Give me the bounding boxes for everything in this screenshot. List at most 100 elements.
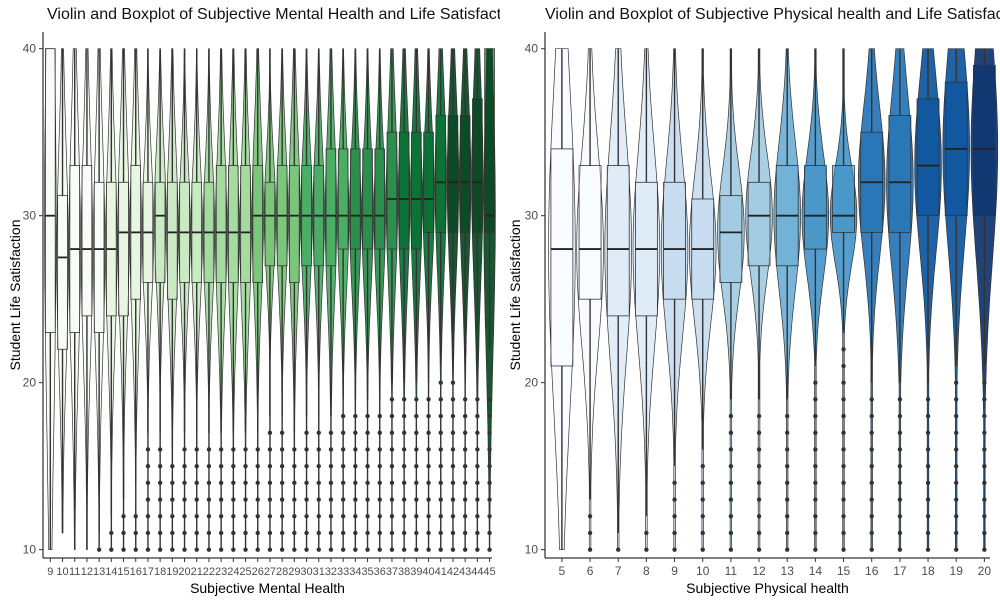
outlier-point — [462, 413, 468, 419]
outlier-point — [462, 497, 468, 502]
x-tick-label: 28 — [276, 566, 288, 578]
outlier-point — [587, 530, 593, 536]
y-tick-label: 40 — [525, 42, 539, 56]
outlier-point — [182, 514, 187, 519]
physical-health-chart: 10 20 30 40 5 6 7 8 9 10 11 12 13 14 15 16 17 18 19 20 Subje… — [507, 32, 999, 596]
outlier-point — [157, 547, 163, 552]
outlier-point — [616, 547, 621, 552]
x-tick-label: 41 — [435, 566, 447, 578]
outlier-point — [954, 514, 959, 519]
outlier-point — [231, 547, 236, 552]
outlier-point — [170, 514, 175, 519]
outlier-point — [438, 497, 443, 502]
y-tick-label: 10 — [525, 543, 539, 557]
outlier-point — [897, 547, 903, 552]
outlier-point — [841, 514, 846, 519]
outlier-point — [982, 413, 987, 419]
box — [578, 165, 602, 300]
outlier-point — [925, 514, 931, 519]
box — [411, 131, 422, 250]
outlier-point — [462, 397, 468, 402]
outlier-point — [377, 530, 382, 536]
outlier-point — [255, 480, 260, 486]
box — [362, 148, 373, 250]
outlier-point — [487, 447, 492, 452]
outlier-point — [438, 463, 443, 469]
y-tick-label: 40 — [23, 42, 37, 56]
outlier-point — [700, 547, 705, 552]
outlier-point — [587, 514, 593, 519]
outlier-point — [316, 497, 321, 502]
outlier-point — [756, 463, 762, 469]
outlier-point — [218, 497, 224, 502]
outlier-point — [785, 413, 790, 419]
box — [264, 181, 276, 267]
outlier-point — [897, 530, 903, 536]
box — [888, 115, 912, 233]
outlier-point — [925, 447, 931, 452]
outlier-point — [672, 497, 677, 502]
outlier-point — [157, 463, 163, 469]
outlier-point — [414, 463, 419, 469]
outlier-point — [925, 497, 931, 502]
outlier-point — [145, 463, 151, 469]
outlier-point — [182, 497, 187, 502]
outlier-point — [328, 447, 334, 452]
outlier-point — [728, 463, 734, 469]
outlier-point — [426, 514, 431, 519]
x-tick-label: 31 — [313, 566, 325, 578]
x-tick-label: 18 — [921, 564, 935, 578]
x-tick-label: 24 — [227, 566, 239, 578]
outlier-point — [475, 530, 480, 536]
outlier-point — [475, 447, 480, 452]
outlier-point — [206, 530, 212, 536]
x-tick-label: 5 — [559, 564, 566, 578]
outlier-point — [426, 530, 431, 536]
outlier-point — [218, 463, 224, 469]
outlier-point — [700, 480, 705, 486]
outlier-point — [785, 480, 790, 486]
outlier-point — [304, 530, 309, 536]
outlier-point — [353, 547, 358, 552]
x-tick-label: 25 — [239, 566, 251, 578]
outlier-point — [475, 413, 480, 419]
outlier-point — [316, 530, 321, 536]
outlier-point — [982, 430, 987, 435]
box — [550, 148, 574, 367]
outlier-point — [267, 463, 273, 469]
outlier-point — [194, 463, 199, 469]
x-tick-label: 15 — [837, 564, 851, 578]
outlier-point — [279, 447, 285, 452]
box — [472, 98, 483, 233]
outlier-point — [438, 447, 443, 452]
outlier-point — [389, 547, 395, 552]
x-tick-label: 10 — [56, 566, 68, 578]
outlier-point — [170, 463, 175, 469]
outlier-point — [401, 480, 407, 486]
outlier-point — [353, 430, 358, 435]
outlier-point — [401, 514, 407, 519]
outlier-point — [414, 397, 419, 402]
outlier-point — [170, 480, 175, 486]
outlier-point — [487, 430, 492, 435]
outlier-point — [157, 447, 163, 452]
outlier-point — [377, 447, 382, 452]
outlier-point — [813, 480, 818, 486]
outlier-point — [869, 430, 874, 435]
outlier-point — [365, 514, 370, 519]
outlier-point — [450, 397, 456, 402]
x-tick-label: 16 — [865, 564, 879, 578]
y-tick-label: 10 — [23, 543, 37, 557]
outlier-point — [462, 530, 468, 536]
outlier-point — [243, 547, 248, 552]
outlier-point — [982, 447, 987, 452]
outlier-point — [340, 413, 346, 419]
outlier-point — [954, 413, 959, 419]
x-tick-label: 13 — [93, 566, 105, 578]
box — [606, 165, 630, 317]
outlier-point — [267, 447, 273, 452]
mental-health-chart-panel: 10 20 30 40 9 10 11 12 13 14 15 16 17 18 19 20 21 22 23 24 2… — [7, 6, 500, 596]
outlier-point — [728, 480, 734, 486]
outlier-point — [925, 413, 931, 419]
outlier-point — [182, 547, 187, 552]
